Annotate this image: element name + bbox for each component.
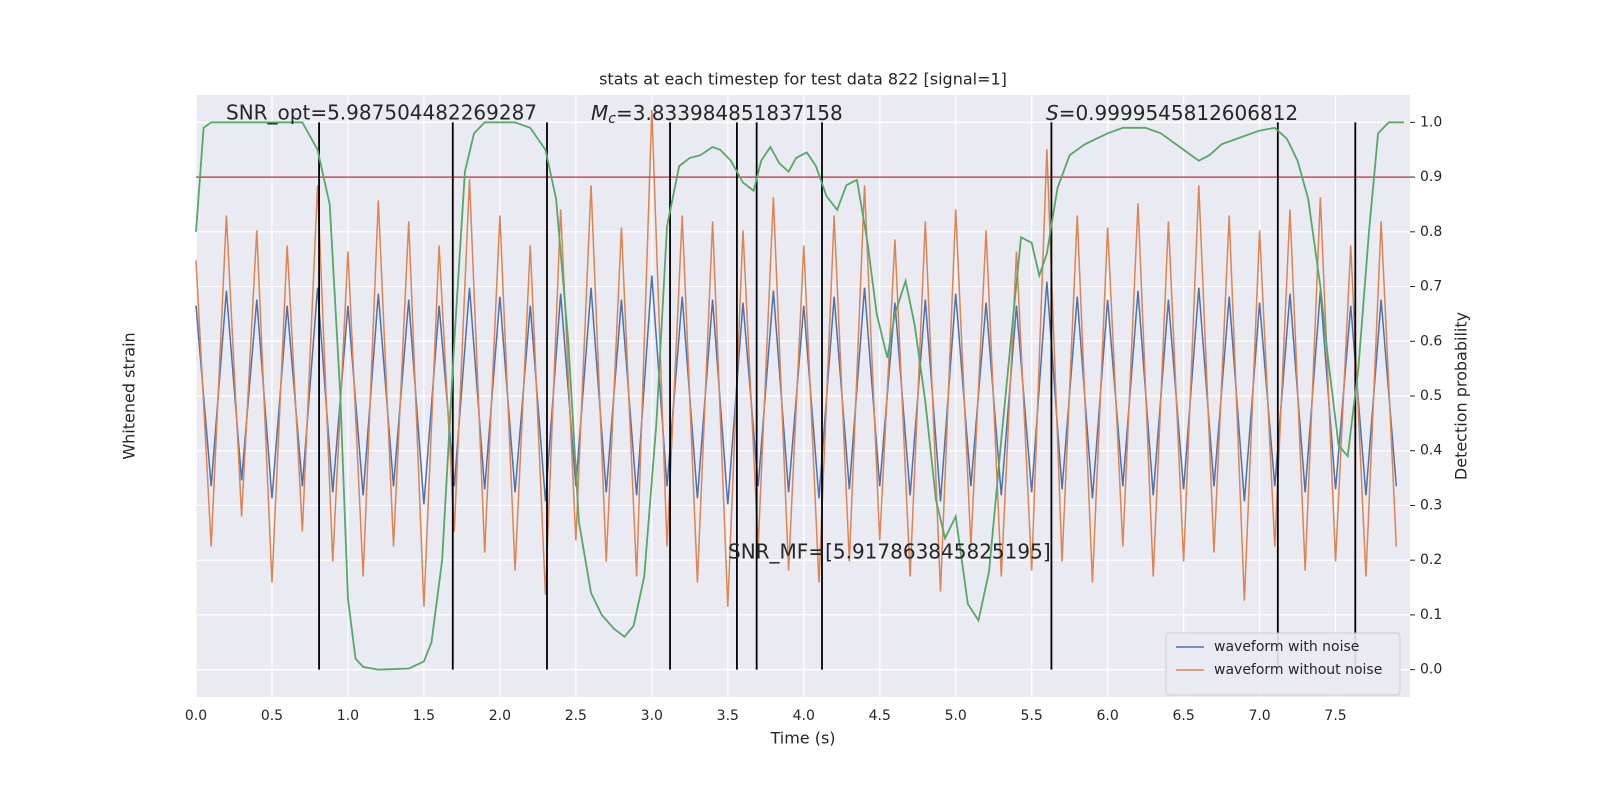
legend-label: waveform with noise [1214, 639, 1359, 655]
annotation: Mc=3.833984851837158 [591, 101, 843, 128]
x-tick-label: 1.5 [413, 708, 435, 724]
y2-tick-label: 0.8 [1420, 224, 1442, 240]
y2-tick-label: 0.1 [1420, 607, 1442, 623]
y2-tick-label: 0.3 [1420, 497, 1442, 513]
annotation-text: =0.9999545812606812 [1059, 101, 1298, 125]
x-tick-label: 4.5 [869, 708, 891, 724]
x-tick-label: 6.0 [1097, 708, 1119, 724]
y2-tick-label: 0.6 [1420, 333, 1442, 349]
x-tick-label: 7.5 [1324, 708, 1346, 724]
x-tick-label: 5.0 [945, 708, 967, 724]
waveform-line [195, 110, 1398, 607]
probability-line [195, 121, 1404, 671]
y2-tick-label: 0.0 [1420, 662, 1442, 678]
y2-tick-label: 1.0 [1420, 114, 1442, 130]
y-axis-label: Whitened strain [120, 332, 139, 459]
annotation: S=0.9999545812606812 [1046, 101, 1298, 125]
x-axis-label: Time (s) [769, 729, 835, 748]
annotation-text: =3.833984851837158 [616, 101, 843, 125]
x-tick-label: 2.5 [565, 708, 587, 724]
annotation-subscript: c [608, 111, 616, 127]
y2-tick-label: 0.4 [1420, 443, 1442, 459]
y2-tick-label: 0.9 [1420, 169, 1442, 185]
x-tick-label: 3.5 [717, 708, 739, 724]
x-tick-label: 3.0 [641, 708, 663, 724]
legend-label: waveform without noise [1214, 662, 1382, 678]
annotation: SNR_opt=5.987504482269287 [226, 101, 537, 125]
x-tick-label: 0.5 [261, 708, 283, 724]
y2-tick-label: 0.5 [1420, 388, 1442, 404]
annotation-symbol: M [591, 101, 608, 125]
x-tick-label: 5.5 [1021, 708, 1043, 724]
x-tick-label: 7.0 [1248, 708, 1270, 724]
legend-box [1165, 632, 1401, 696]
x-tick-label: 1.0 [337, 708, 359, 724]
y2-axis-label: Detection probability [1452, 312, 1471, 480]
y2-tick-label: 0.2 [1420, 552, 1442, 568]
x-tick-label: 2.0 [489, 708, 511, 724]
x-tick-label: 0.0 [185, 708, 207, 724]
y2-tick-label: 0.7 [1420, 279, 1442, 295]
x-tick-label: 4.0 [793, 708, 815, 724]
annotation-symbol: S [1046, 101, 1059, 125]
annotation: SNR_MF=[5.917863845825195] [728, 540, 1051, 564]
x-tick-label: 6.5 [1172, 708, 1194, 724]
chart-title: stats at each timestep for test data 822… [599, 70, 1007, 89]
